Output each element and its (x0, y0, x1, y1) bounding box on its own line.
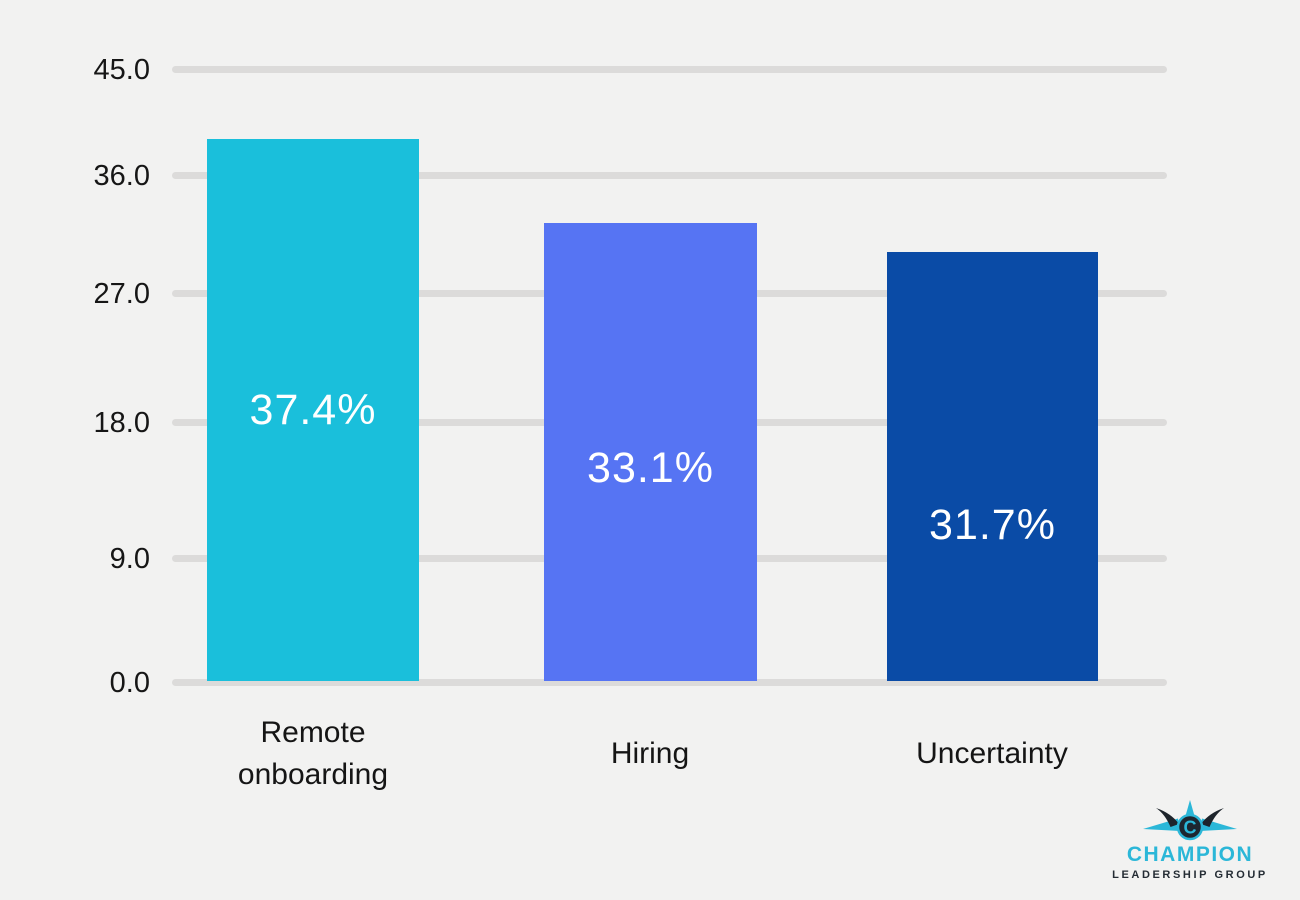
gridline-36 (172, 172, 1167, 179)
brand-name: CHAMPION (1126, 843, 1254, 866)
y-tick-label: 0.0 (109, 667, 150, 699)
category-label-hiring: Hiring (500, 712, 800, 796)
y-tick-label: 18.0 (93, 407, 150, 439)
y-tick-label: 27.0 (93, 278, 150, 310)
category-label-line: onboarding (237, 758, 389, 791)
bar-value-label: 33.1% (587, 444, 714, 492)
svg-text:C: C (1184, 818, 1197, 838)
brand-subtitle: LEADERSHIP GROUP (1112, 869, 1268, 881)
category-label-remote-onboarding: Remote onboarding (163, 712, 463, 796)
y-tick-label: 9.0 (109, 543, 150, 575)
y-tick-label: 45.0 (93, 54, 150, 86)
bar-value-label: 31.7% (929, 501, 1056, 549)
category-label-line: Uncertainty (916, 737, 1068, 770)
brand-logo: C CHAMPION LEADERSHIP GROUP (1112, 800, 1268, 884)
gridline-45 (172, 66, 1167, 73)
bar-remote-onboarding (207, 139, 419, 681)
bar-hiring (544, 223, 757, 681)
gridline-0-baseline (172, 679, 1167, 686)
compass-star-icon: C (1143, 800, 1237, 841)
category-label-line: Remote (260, 716, 366, 749)
y-tick-label: 36.0 (93, 160, 150, 192)
category-label-uncertainty: Uncertainty (842, 712, 1142, 796)
bar-value-label: 37.4% (249, 386, 377, 434)
category-label-line: Hiring (610, 737, 690, 770)
bar-uncertainty (887, 252, 1098, 681)
